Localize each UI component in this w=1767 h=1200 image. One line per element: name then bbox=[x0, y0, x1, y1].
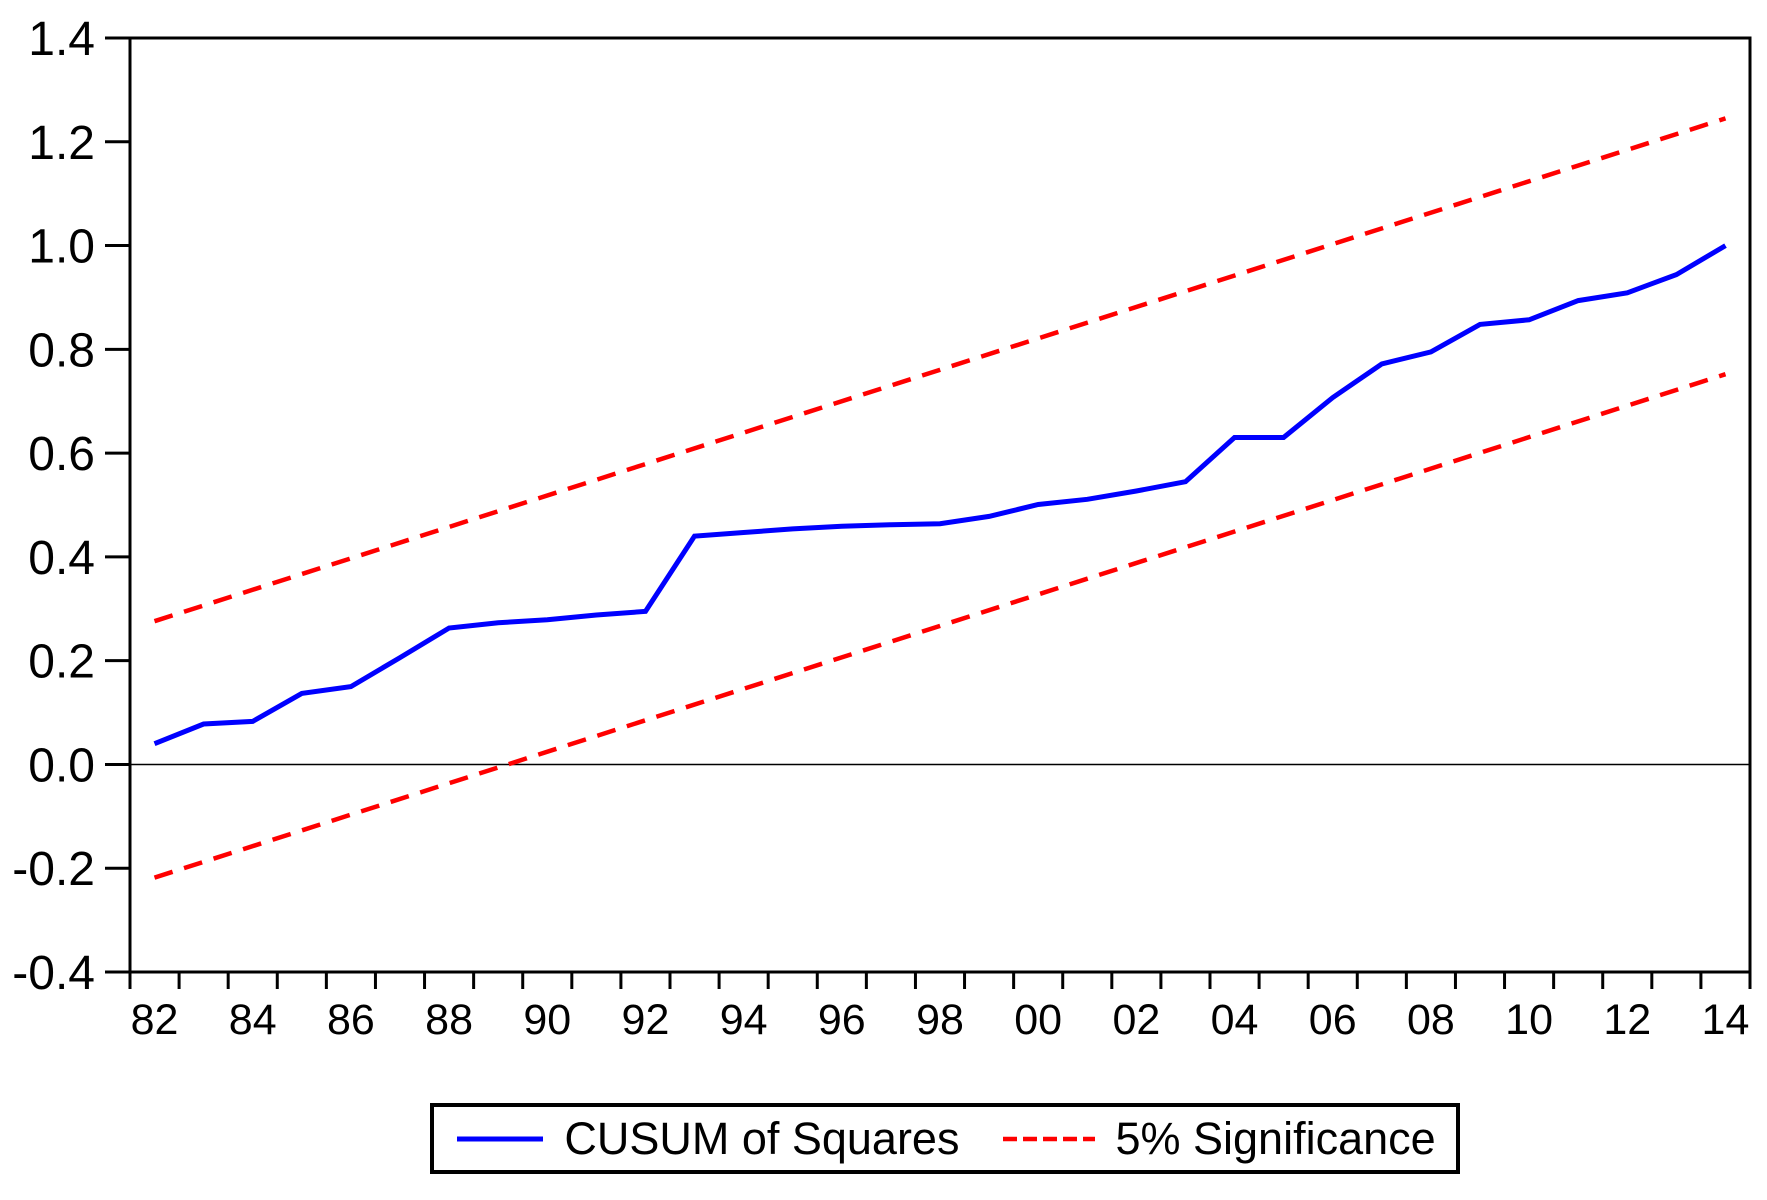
x-axis-tick-label: 02 bbox=[1112, 996, 1160, 1044]
x-axis-tick-label: 94 bbox=[720, 996, 768, 1044]
legend-item-5pct-significance: 5% Significance bbox=[1001, 1112, 1436, 1165]
5-significance-upper-bound-line bbox=[153, 116, 1727, 624]
legend-label-cusum-of-squares: CUSUM of Squares bbox=[564, 1112, 960, 1164]
chart-legend: CUSUM of Squares 5% Significance bbox=[430, 1103, 1460, 1174]
dashed-line-swatch-icon bbox=[1003, 1136, 1096, 1141]
x-axis-tick-label: 90 bbox=[523, 996, 571, 1044]
y-axis-tick-label: 0.6 bbox=[28, 428, 95, 481]
5-significance-lower-bound-line bbox=[153, 372, 1727, 880]
y-axis-tick-label: 1.0 bbox=[28, 221, 95, 274]
x-axis-tick-label: 14 bbox=[1702, 996, 1750, 1044]
y-axis-ticks-group: 1.4 1.2 1.0 0.8 0.6 0.4 0.2 0.0 -0.2 -0.4 bbox=[12, 13, 130, 1000]
y-axis-tick-label: 0.8 bbox=[28, 324, 95, 377]
cusum-of-squares-line bbox=[153, 243, 1727, 747]
x-axis-tick-label: 04 bbox=[1211, 996, 1259, 1044]
y-axis-tick-label: 0.0 bbox=[28, 739, 95, 792]
x-axis-tick-label: 82 bbox=[131, 996, 179, 1044]
y-axis-tick-label: -0.2 bbox=[12, 843, 95, 896]
x-axis-tick-label: 98 bbox=[916, 996, 964, 1044]
legend-label-5pct-significance: 5% Significance bbox=[1115, 1112, 1436, 1164]
x-axis-ticks-group: 82 84 86 88 90 92 94 96 98 00 02 04 06 08 10 12 14 bbox=[128, 972, 1752, 1044]
x-axis-tick-label: 12 bbox=[1603, 996, 1651, 1044]
x-axis-tick-label: 00 bbox=[1014, 996, 1062, 1044]
y-axis-tick-label: 0.2 bbox=[28, 636, 95, 689]
x-axis-tick-label: 06 bbox=[1309, 996, 1357, 1044]
x-axis-tick-label: 86 bbox=[327, 996, 375, 1044]
x-axis-tick-label: 10 bbox=[1505, 996, 1553, 1044]
x-axis-tick-label: 88 bbox=[425, 996, 473, 1044]
plot-frame bbox=[128, 36, 1752, 974]
y-axis-tick-label: 0.4 bbox=[28, 532, 95, 585]
x-axis-tick-label: 92 bbox=[622, 996, 670, 1044]
plot-frame-group bbox=[128, 36, 1752, 974]
x-axis-tick-label: 96 bbox=[818, 996, 866, 1044]
x-axis-tick-label: 08 bbox=[1407, 996, 1455, 1044]
x-axis-tick-label: 84 bbox=[229, 996, 277, 1044]
series-group bbox=[153, 116, 1727, 880]
solid-line-swatch-icon bbox=[457, 1136, 544, 1141]
y-axis-tick-label: -0.4 bbox=[12, 947, 95, 1000]
legend-item-cusum-of-squares: CUSUM of Squares bbox=[454, 1113, 959, 1165]
y-axis-tick-label: 1.2 bbox=[28, 117, 95, 170]
y-axis-tick-label: 1.4 bbox=[28, 13, 95, 66]
